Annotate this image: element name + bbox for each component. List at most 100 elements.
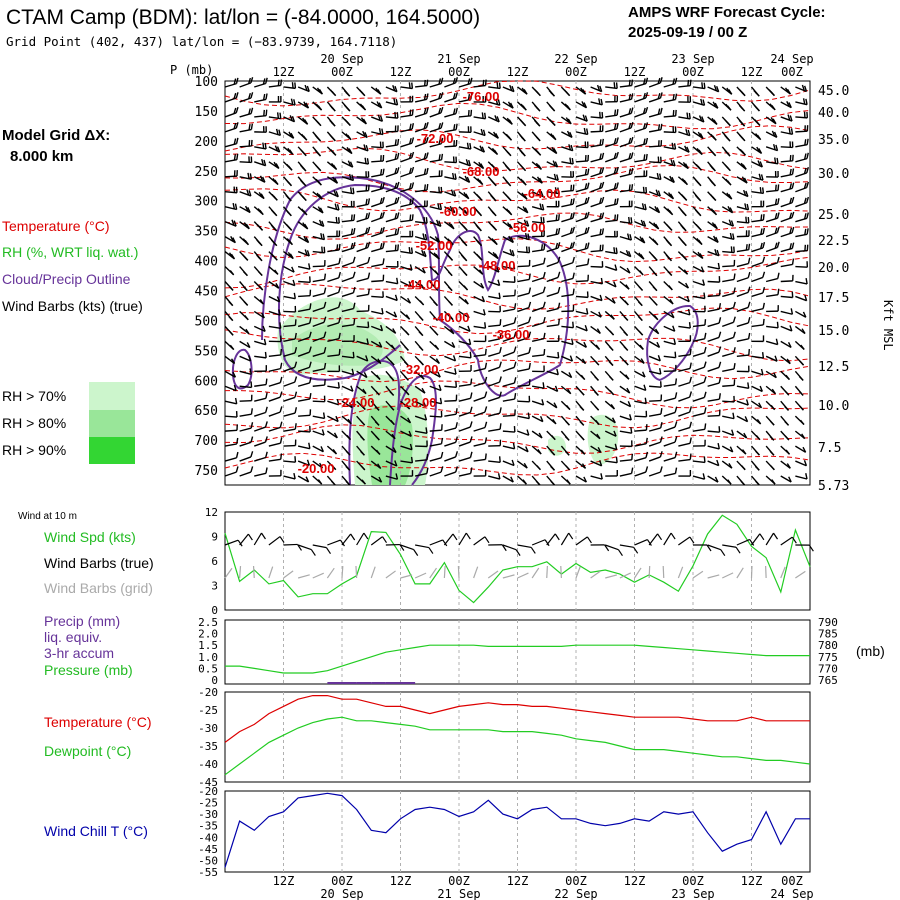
wind-barb-flag — [498, 391, 502, 398]
wind-barb — [677, 206, 687, 217]
wind-barb-shaft — [297, 250, 310, 257]
wind-barb-flag — [727, 479, 732, 485]
wind-barb-flag — [630, 427, 633, 434]
wind-barb — [517, 379, 531, 387]
wind-barb-flag — [571, 338, 574, 345]
wind-barb-flag — [555, 242, 559, 249]
wind-barb-flag — [776, 226, 780, 233]
wind-barb-flag — [469, 143, 472, 150]
wind-barb — [561, 272, 575, 283]
wind-barb-flag — [490, 194, 495, 200]
wind-barb — [795, 181, 810, 193]
wind-barb — [648, 107, 663, 118]
wind-barb — [516, 116, 527, 127]
wind-barb-flag — [452, 355, 457, 362]
wind-barb-flag — [641, 237, 646, 244]
wind-barb-shaft — [341, 161, 354, 168]
wind-barb-flag — [645, 122, 649, 129]
wind-barb-flag — [294, 361, 298, 368]
bottom-time-tick: 12Z — [507, 874, 529, 888]
wind-barb-shaft — [297, 308, 311, 313]
wind-barb-shaft — [575, 475, 587, 483]
wind-barb-shaft — [371, 146, 384, 149]
wind-barb-shaft — [678, 325, 691, 329]
surface-wind-barb — [415, 544, 434, 554]
wind-barb — [385, 84, 398, 93]
wind-barb-flag — [739, 134, 744, 140]
temperature-label: -64.00 — [524, 186, 561, 201]
wind-barb — [429, 236, 441, 244]
barb-shaft — [414, 572, 427, 579]
barb-shaft — [531, 539, 546, 546]
wind-barb-flag — [499, 407, 502, 414]
wind-barb-shaft — [663, 131, 676, 134]
wind-barb — [605, 264, 618, 271]
wind-barb-shaft — [444, 370, 457, 375]
wind-barb — [707, 346, 722, 357]
wind-barb-shaft — [648, 370, 661, 375]
wind-barb-flag — [391, 433, 396, 440]
wind-barb — [648, 221, 660, 230]
wind-barb-flag — [523, 194, 528, 200]
wind-barb-shaft — [400, 250, 413, 255]
wind-barb-flag — [448, 222, 453, 228]
wind-barb — [561, 212, 575, 223]
wind-barb-shaft — [766, 293, 779, 298]
wind-barb — [429, 153, 444, 163]
barb-shaft — [326, 567, 335, 579]
wind-barb-flag — [421, 267, 426, 274]
wind-barb-flag — [394, 197, 398, 204]
wind-barb-flag — [329, 119, 335, 125]
grid-wind-barb — [355, 565, 358, 579]
grid-wind-barb — [473, 566, 479, 579]
wind-barb-shaft — [473, 116, 486, 120]
wind-barb-flag — [261, 312, 265, 319]
wind-barb-shaft — [546, 261, 559, 268]
isotherm-line — [224, 283, 811, 311]
wind-barb-shaft — [473, 442, 486, 447]
wind-barb-flag — [287, 251, 292, 258]
wind-barb-flag — [803, 213, 807, 220]
top-date-label: 20 Sep — [320, 52, 363, 66]
wind-barb-shaft — [678, 310, 691, 316]
wind-barb-flag — [322, 233, 326, 240]
wind-barb-flag — [584, 212, 588, 219]
surface-wind-barb — [722, 544, 741, 554]
pressure-ticks: 1001502002503003504004505005506006507007… — [195, 75, 218, 479]
wind-barb-flag — [329, 134, 335, 140]
wind-barb-shaft — [502, 430, 515, 433]
wind-barb — [283, 292, 296, 300]
wind-barb-flag — [337, 217, 340, 224]
wind-barb-flag — [557, 256, 561, 263]
wind-barb-shaft — [663, 383, 676, 387]
wind-barb-flag — [469, 436, 473, 443]
wind-barb — [268, 406, 283, 417]
wind-barb-flag — [784, 406, 789, 411]
wind-barb-shaft — [766, 325, 779, 329]
wind-barb — [663, 206, 674, 216]
wind-barb-flag — [490, 179, 496, 185]
wind-barb-shaft — [634, 415, 647, 418]
wind-barb-flag — [228, 301, 234, 307]
wind-barb — [312, 206, 324, 214]
wind-barb-shaft — [502, 221, 513, 230]
wind-barb-flag — [455, 92, 459, 99]
wind-barb-flag — [615, 166, 619, 173]
model-grid-label: Model Grid ΔX: — [2, 127, 110, 144]
wind-barb-flag — [308, 377, 312, 384]
wind-barb-flag — [673, 143, 677, 150]
wind-barb-flag — [348, 173, 352, 180]
wind-barb-shaft — [370, 475, 382, 483]
wind-barb-shaft — [224, 385, 237, 392]
wind-barb — [678, 79, 692, 88]
wind-barb-flag — [463, 192, 468, 198]
wind-barb-flag — [343, 89, 349, 95]
wind-barb — [356, 184, 370, 193]
wind-barb — [561, 184, 575, 193]
wind-barb-flag — [350, 228, 354, 235]
wind-barb-flag — [670, 159, 674, 166]
wind-barb-flag — [542, 286, 546, 293]
wind-barb-flag — [746, 203, 750, 210]
wind-barb-flag — [250, 436, 254, 443]
wind-barb-shaft — [487, 116, 500, 123]
